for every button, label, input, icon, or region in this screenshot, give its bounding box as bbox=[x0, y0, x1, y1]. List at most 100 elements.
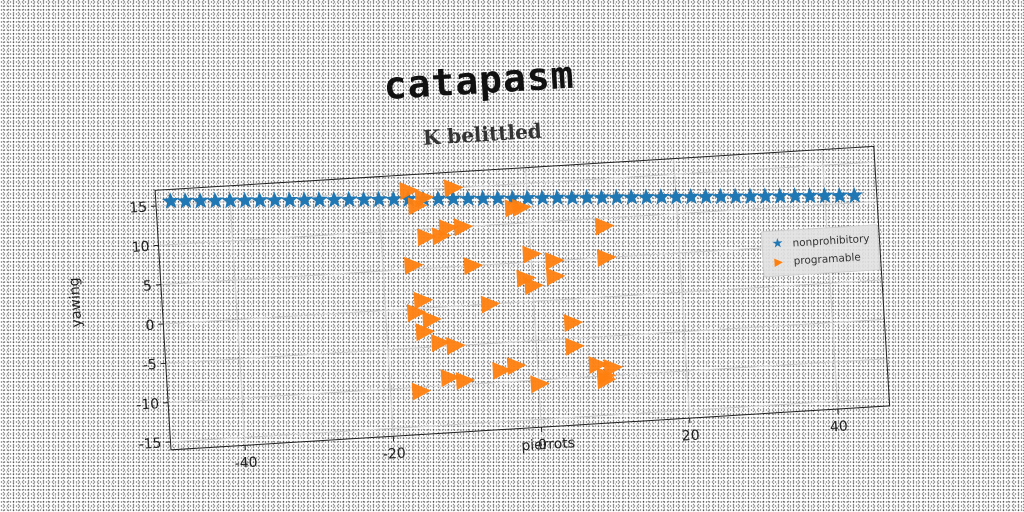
point-star bbox=[830, 186, 848, 204]
point-triangle bbox=[506, 357, 527, 376]
y-tick-label: 5 bbox=[143, 278, 153, 295]
series-nonprohibitory bbox=[161, 186, 863, 209]
point-triangle bbox=[480, 295, 501, 314]
point-star bbox=[295, 191, 313, 208]
point-triangle bbox=[417, 228, 437, 247]
point-star bbox=[340, 190, 358, 208]
point-star bbox=[459, 189, 477, 207]
point-star bbox=[355, 190, 373, 208]
chart-figure: catapasm K belittled -40 -20 0 20 40 -15 -10 -5… bbox=[27, 13, 952, 507]
x-tick-label: -20 bbox=[382, 446, 406, 463]
legend-label: programable bbox=[793, 251, 862, 268]
point-star bbox=[325, 190, 343, 208]
legend: ★ nonprohibitory ▶ programable bbox=[760, 224, 881, 278]
x-tick-label: 40 bbox=[830, 418, 849, 435]
point-triangle bbox=[453, 218, 474, 237]
y-tick-label: 10 bbox=[131, 239, 150, 256]
x-tick-label: -40 bbox=[234, 455, 258, 472]
point-triangle bbox=[438, 219, 459, 238]
point-star bbox=[711, 187, 730, 205]
x-grid-line bbox=[228, 185, 246, 446]
point-triangle bbox=[431, 334, 451, 353]
y-tick-label: -10 bbox=[136, 396, 160, 413]
point-star bbox=[801, 187, 819, 204]
point-triangle bbox=[545, 252, 565, 271]
point-star bbox=[682, 188, 700, 205]
point-star bbox=[816, 186, 834, 204]
y-tick-label: 0 bbox=[145, 318, 155, 335]
point-star bbox=[310, 191, 328, 208]
point-star bbox=[518, 189, 536, 206]
point-star bbox=[488, 189, 507, 207]
point-star bbox=[637, 188, 655, 205]
point-star bbox=[384, 190, 403, 207]
point-triangle bbox=[431, 227, 452, 246]
point-star bbox=[161, 192, 180, 209]
point-star bbox=[474, 189, 492, 207]
point-triangle bbox=[404, 256, 424, 275]
point-star bbox=[622, 188, 640, 206]
star-icon: ★ bbox=[771, 236, 784, 252]
y-tick-label: -5 bbox=[142, 357, 157, 374]
triangle-right-icon: ▶ bbox=[774, 255, 784, 269]
point-triangle bbox=[596, 248, 617, 267]
point-triangle bbox=[594, 217, 615, 236]
point-star bbox=[593, 188, 611, 206]
point-star bbox=[221, 191, 239, 209]
point-star bbox=[756, 187, 774, 204]
point-star bbox=[280, 191, 298, 208]
point-triangle bbox=[399, 182, 419, 201]
series-layer bbox=[161, 179, 863, 401]
point-star bbox=[370, 190, 388, 208]
point-triangle bbox=[545, 267, 566, 286]
point-triangle bbox=[463, 257, 484, 276]
point-star bbox=[786, 187, 804, 204]
point-triangle bbox=[406, 304, 427, 323]
point-star bbox=[607, 188, 626, 206]
point-triangle bbox=[446, 337, 466, 356]
y-grid-line bbox=[160, 240, 880, 286]
chart-plot: -40 -20 0 20 40 -15 -10 -5 0 5 10 15 bbox=[129, 145, 891, 472]
point-star bbox=[652, 188, 670, 205]
ticks-layer: -40 -20 0 20 40 -15 -10 -5 0 5 10 15 bbox=[129, 200, 849, 472]
y-axis-label: yawing bbox=[66, 276, 86, 328]
plot-frame bbox=[154, 145, 891, 451]
point-star bbox=[697, 187, 715, 205]
point-triangle bbox=[565, 337, 585, 356]
x-tick-label: 20 bbox=[681, 428, 700, 445]
point-star bbox=[548, 189, 566, 206]
point-triangle bbox=[524, 277, 544, 296]
point-star bbox=[845, 186, 863, 204]
y-grid-line bbox=[170, 397, 890, 443]
point-triangle bbox=[522, 245, 542, 264]
legend-label: nonprohibitory bbox=[792, 232, 870, 250]
point-triangle bbox=[455, 372, 476, 391]
y-grid-line bbox=[165, 318, 885, 364]
y-grid-line bbox=[158, 200, 878, 246]
point-star bbox=[667, 188, 685, 205]
x-grid-line bbox=[673, 158, 691, 419]
point-triangle bbox=[563, 314, 584, 333]
y-tick-label: 15 bbox=[129, 200, 148, 217]
point-triangle bbox=[530, 375, 550, 394]
point-star bbox=[741, 187, 759, 205]
point-star bbox=[236, 191, 254, 209]
point-star bbox=[771, 187, 789, 204]
point-star bbox=[191, 191, 209, 209]
x-axis-label: pierrots bbox=[520, 435, 576, 455]
point-star bbox=[444, 189, 462, 207]
point-star bbox=[726, 187, 744, 205]
x-grid-line bbox=[376, 176, 394, 437]
point-star bbox=[578, 188, 596, 206]
x-tick-label: 0 bbox=[538, 437, 548, 454]
point-star bbox=[176, 192, 194, 209]
point-star bbox=[563, 188, 581, 206]
point-triangle bbox=[440, 369, 461, 388]
point-triangle bbox=[512, 198, 532, 217]
point-triangle bbox=[415, 323, 436, 342]
series-programable bbox=[399, 179, 624, 401]
y-tick-label: -15 bbox=[138, 436, 162, 453]
y-grid-line bbox=[168, 358, 887, 404]
point-star bbox=[251, 191, 269, 209]
point-star bbox=[266, 191, 284, 208]
